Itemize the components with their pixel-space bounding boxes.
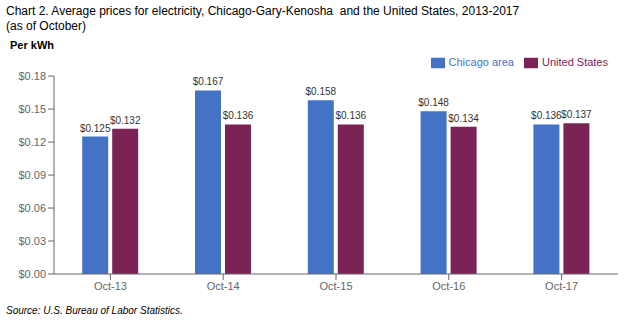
svg-text:$0.15: $0.15 (18, 103, 46, 115)
svg-text:Oct-13: Oct-13 (94, 280, 127, 292)
svg-text:$0.158: $0.158 (306, 86, 337, 97)
svg-text:$0.18: $0.18 (18, 70, 46, 82)
html-text:(as of October): (as of October) (6, 19, 86, 33)
html-text:Per kWh: Per kWh (10, 39, 54, 51)
svg-text:$0.136: $0.136 (223, 110, 254, 121)
svg-text:$0.132: $0.132 (110, 115, 141, 126)
svg-text:$0.148: $0.148 (418, 97, 449, 108)
svg-text:$0.167: $0.167 (193, 76, 224, 87)
svg-text:$0.134: $0.134 (448, 113, 479, 124)
svg-text:Oct-17: Oct-17 (545, 280, 578, 292)
html-text:Source: U.S. Bureau of Labor S: Source: U.S. Bureau of Labor Statistics. (6, 305, 183, 316)
svg-text:$0.136: $0.136 (336, 110, 367, 121)
svg-text:$0.125: $0.125 (80, 123, 111, 134)
html-text:Chart 2. Average prices for el: Chart 2. Average prices for electricity,… (6, 4, 520, 18)
svg-text:$0.137: $0.137 (561, 109, 592, 120)
svg-text:$0.03: $0.03 (18, 235, 46, 247)
svg-text:$0.12: $0.12 (18, 136, 46, 148)
svg-text:Oct-15: Oct-15 (319, 280, 352, 292)
html-text:Chicago area: Chicago area (448, 56, 514, 68)
svg-text:$0.06: $0.06 (18, 202, 46, 214)
html-text:United States: United States (542, 56, 608, 68)
svg-text:$0.136: $0.136 (531, 110, 562, 121)
svg-text:Oct-16: Oct-16 (432, 280, 465, 292)
svg-text:Oct-14: Oct-14 (207, 280, 240, 292)
svg-text:$0.09: $0.09 (18, 169, 46, 181)
svg-text:$0.00: $0.00 (18, 268, 46, 280)
